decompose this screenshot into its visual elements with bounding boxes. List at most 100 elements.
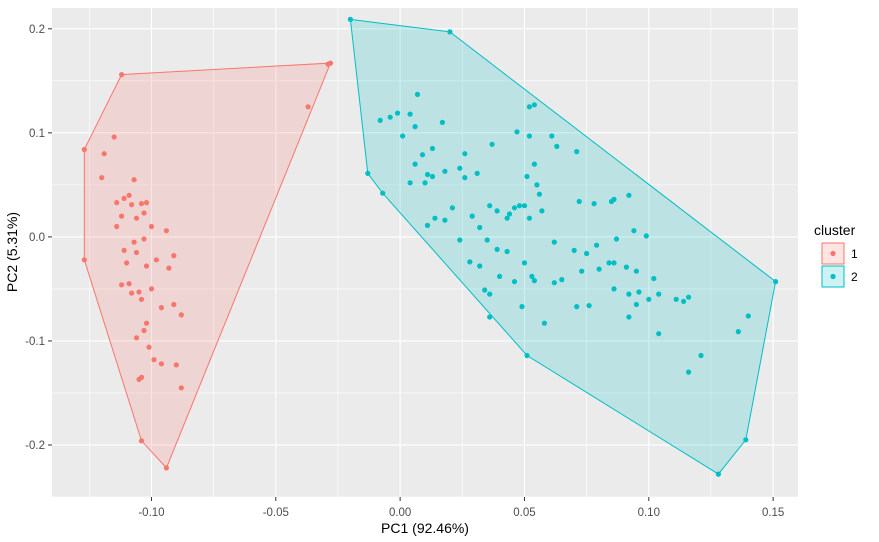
cluster-2-point (626, 193, 631, 198)
cluster-2-point (698, 353, 703, 358)
cluster-2-point (470, 214, 475, 219)
cluster-2-point (422, 180, 427, 185)
cluster-2-point (609, 199, 614, 204)
cluster-2-point (380, 191, 385, 196)
legend-key-1-dot (830, 251, 835, 256)
cluster-1-point (159, 305, 164, 310)
cluster-2-point (674, 297, 679, 302)
cluster-2-point (457, 237, 462, 242)
cluster-1-point (119, 214, 124, 219)
cluster-2-point (487, 314, 492, 319)
cluster-2-point (505, 249, 510, 254)
x-tick-label: -0.10 (138, 507, 164, 519)
cluster-2-point (413, 124, 418, 129)
cluster-2-point (631, 228, 636, 233)
cluster-2-point (686, 295, 691, 300)
cluster-2-point (584, 251, 589, 256)
cluster-2-point (420, 152, 425, 157)
cluster-1-point (174, 362, 179, 367)
cluster-2-point (348, 17, 353, 22)
cluster-1-point (82, 147, 87, 152)
cluster-2-point (522, 260, 527, 265)
cluster-2-point (736, 329, 741, 334)
cluster-2-point (450, 205, 455, 210)
cluster-1-point (144, 321, 149, 326)
cluster-2-point (527, 216, 532, 221)
cluster-2-point (487, 203, 492, 208)
legend-key-2-dot (830, 274, 835, 279)
cluster-1-point (149, 286, 154, 291)
cluster-2-point (549, 133, 554, 138)
cluster-2-point (477, 263, 482, 268)
x-tick-label: 0.10 (638, 507, 660, 519)
cluster-2-point (626, 314, 631, 319)
cluster-2-point (656, 331, 661, 336)
cluster-2-point (574, 149, 579, 154)
cluster-1-point (164, 465, 169, 470)
y-tick-label: -0.1 (25, 336, 45, 348)
x-tick-label: 0.15 (762, 507, 784, 519)
cluster-2-point (579, 269, 584, 274)
cluster-1-point (134, 250, 139, 255)
cluster-2-point (408, 112, 413, 117)
cluster-1-point (325, 62, 330, 67)
cluster-2-point (527, 104, 532, 109)
cluster-2-point (432, 216, 437, 221)
legend-label-1: 1 (851, 247, 858, 261)
x-tick-label: 0.00 (389, 507, 411, 519)
cluster-2-point (388, 115, 393, 120)
cluster-2-point (487, 292, 492, 297)
cluster-2-point (512, 279, 517, 284)
cluster-2-point (442, 169, 447, 174)
cluster-1-point (119, 72, 124, 77)
cluster-2-point (634, 302, 639, 307)
cluster-2-point (430, 174, 435, 179)
cluster-2-point (552, 280, 557, 285)
cluster-2-point (686, 370, 691, 375)
cluster-2-point (425, 172, 430, 177)
cluster-2-point (447, 29, 452, 34)
cluster-2-point (577, 199, 582, 204)
cluster-1-point (82, 257, 87, 262)
cluster-1-point (132, 240, 137, 245)
cluster-1-point (144, 263, 149, 268)
cluster-1-point (134, 216, 139, 221)
cluster-2-point (485, 237, 490, 242)
y-tick-label: 0.0 (29, 232, 45, 244)
cluster-2-point (636, 289, 641, 294)
cluster-2-point (490, 142, 495, 147)
cluster-2-point (532, 102, 537, 107)
cluster-2-point (408, 180, 413, 185)
cluster-1-point (179, 385, 184, 390)
cluster-2-point (400, 133, 405, 138)
cluster-1-point (171, 253, 176, 258)
cluster-2-point (681, 299, 686, 304)
cluster-2-point (442, 218, 447, 223)
cluster-2-point (495, 247, 500, 252)
cluster-2-point (462, 151, 467, 156)
cluster-2-point (514, 129, 519, 134)
legend-label-2: 2 (851, 270, 858, 284)
cluster-1-point (179, 312, 184, 317)
cluster-2-point (716, 472, 721, 477)
cluster-1-point (129, 291, 134, 296)
y-tick-label: 0.1 (29, 128, 45, 140)
y-axis-ticks: -0.2 -0.1 0.0 0.1 0.2 (25, 24, 52, 452)
cluster-2-point (611, 260, 616, 265)
cluster-2-point (512, 205, 517, 210)
cluster-2-point (626, 292, 631, 297)
cluster-2-point (572, 248, 577, 253)
cluster-2-point (378, 118, 383, 123)
cluster-1-point (129, 202, 134, 207)
cluster-2-point (532, 162, 537, 167)
cluster-1-point (132, 177, 137, 182)
cluster-1-point (171, 302, 176, 307)
cluster-2-point (743, 437, 748, 442)
cluster-2-point (773, 279, 778, 284)
cluster-1-point (119, 282, 124, 287)
cluster-1-point (127, 193, 132, 198)
cluster-1-point (139, 438, 144, 443)
cluster-2-point (614, 236, 619, 241)
cluster-2-point (624, 265, 629, 270)
cluster-2-point (524, 174, 529, 179)
